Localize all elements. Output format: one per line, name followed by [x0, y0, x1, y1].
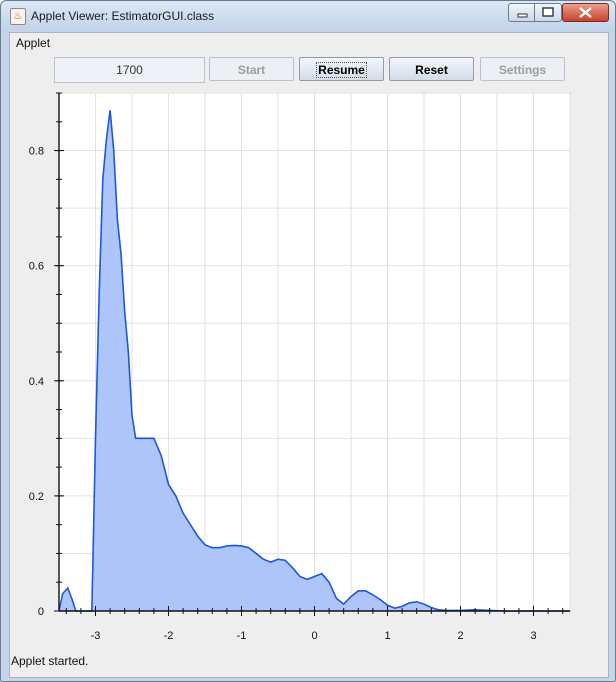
y-tick-label: 0.6 — [29, 261, 44, 273]
x-tick-label: -2 — [164, 630, 174, 642]
y-tick-label: 0 — [38, 606, 44, 618]
window-title: Applet Viewer: EstimatorGUI.class — [31, 9, 215, 23]
sample-count-field: 1700 — [54, 57, 205, 83]
maximize-icon — [542, 7, 554, 17]
resume-button-label: Resume — [316, 62, 367, 78]
applet-menu[interactable]: Applet — [16, 36, 51, 50]
x-tick-label: 3 — [530, 630, 536, 642]
axis-layer: -3 -2 -1 0 1 2 3 0 0.2 0.4 0.6 0.8 — [29, 92, 570, 642]
applet-panel: Applet 1700 Start Resume Reset Settings … — [9, 32, 609, 678]
x-tick-label: -3 — [91, 630, 101, 642]
settings-button-label: Settings — [498, 63, 547, 77]
density-line — [58, 110, 570, 612]
minimize-icon — [517, 13, 528, 18]
x-tick-label: -1 — [237, 630, 247, 642]
maximize-button[interactable] — [534, 3, 562, 22]
status-bar-text: Applet started. — [11, 654, 89, 668]
density-area — [59, 110, 570, 611]
close-icon — [579, 7, 592, 18]
x-tick-label: 1 — [384, 630, 390, 642]
y-tick-label: 0.2 — [29, 491, 44, 503]
density-plot: -3 -2 -1 0 1 2 3 0 0.2 0.4 0.6 0.8 — [10, 91, 608, 651]
y-tick-label: 0.8 — [29, 146, 44, 158]
title-bar[interactable]: ♨ Applet Viewer: EstimatorGUI.class — [1, 1, 615, 31]
x-tick-label: 0 — [311, 630, 317, 642]
minimize-button[interactable] — [508, 3, 536, 22]
start-button[interactable]: Start — [209, 57, 294, 81]
reset-button[interactable]: Reset — [389, 57, 474, 81]
resume-button[interactable]: Resume — [299, 57, 384, 81]
x-tick-label: 2 — [457, 630, 463, 642]
reset-button-label: Reset — [415, 63, 448, 77]
settings-button[interactable]: Settings — [480, 57, 565, 81]
start-button-label: Start — [237, 63, 266, 77]
java-icon[interactable]: ♨ — [10, 8, 26, 25]
y-tick-label: 0.4 — [29, 376, 44, 388]
close-button[interactable] — [562, 3, 609, 22]
